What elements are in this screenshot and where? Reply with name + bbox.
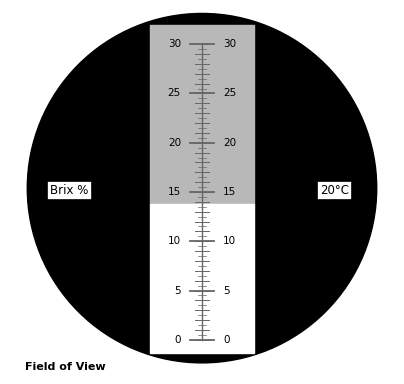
- Text: 15: 15: [223, 187, 236, 197]
- Text: 15: 15: [168, 187, 181, 197]
- Text: 25: 25: [223, 88, 236, 98]
- Text: 0: 0: [175, 335, 181, 345]
- Text: 10: 10: [223, 236, 236, 246]
- Text: Field of View: Field of View: [25, 362, 106, 372]
- Text: Brix %: Brix %: [50, 184, 89, 197]
- Text: 20°C: 20°C: [320, 184, 349, 197]
- Text: 10: 10: [168, 236, 181, 246]
- Bar: [150, 25, 254, 204]
- Text: 20: 20: [223, 138, 236, 148]
- Text: 30: 30: [223, 39, 236, 49]
- Text: 0: 0: [223, 335, 229, 345]
- Text: 30: 30: [168, 39, 181, 49]
- Circle shape: [27, 13, 377, 363]
- Text: 5: 5: [174, 286, 181, 296]
- Text: 5: 5: [223, 286, 230, 296]
- Text: 20: 20: [168, 138, 181, 148]
- Bar: [150, 204, 254, 353]
- Text: 25: 25: [168, 88, 181, 98]
